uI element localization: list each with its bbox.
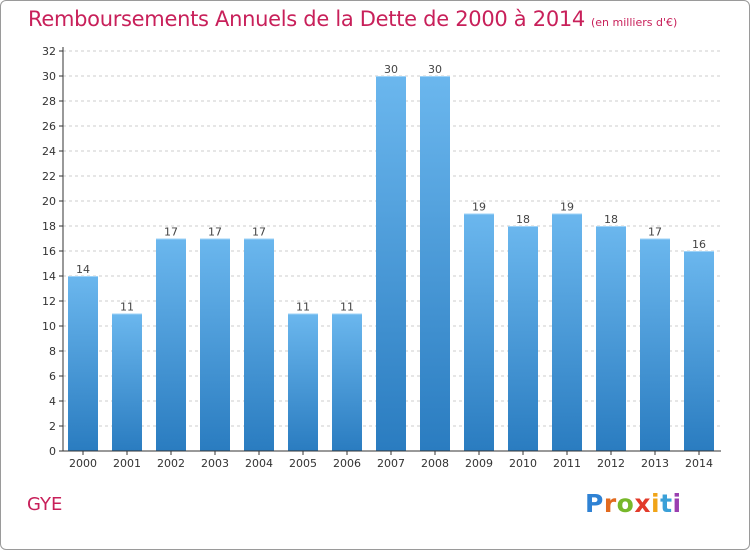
data-label-2012: 18 — [604, 213, 618, 226]
bar-2000 — [68, 276, 98, 451]
x-tick-label-2013: 2013 — [641, 457, 669, 470]
x-tick-label-2002: 2002 — [157, 457, 185, 470]
x-tick-label-2008: 2008 — [421, 457, 449, 470]
bar-2007 — [376, 76, 406, 451]
commune-name: GYE — [27, 494, 63, 515]
bar-2012 — [596, 226, 626, 451]
data-label-2013: 17 — [648, 226, 662, 239]
x-axis-ticks: 2000 2001 2002 2003 2004 2005 2006 2007 2008 2009… — [69, 451, 713, 470]
data-label-2001: 11 — [120, 301, 134, 314]
data-label-2002: 17 — [164, 226, 178, 239]
y-tick-label: 32 — [42, 45, 56, 58]
data-label-2003: 17 — [208, 226, 222, 239]
bar-2011 — [552, 213, 582, 451]
bars — [68, 76, 714, 451]
x-tick-label-2005: 2005 — [289, 457, 317, 470]
y-tick-label: 16 — [42, 245, 56, 258]
data-label-2010: 18 — [516, 213, 530, 226]
bar-2003 — [200, 238, 230, 451]
y-tick-label: 8 — [49, 345, 56, 358]
x-tick-label-2014: 2014 — [685, 457, 713, 470]
axes — [62, 47, 721, 452]
x-tick-label-2009: 2009 — [465, 457, 493, 470]
bar-2013 — [640, 238, 670, 451]
bar-2010 — [508, 226, 538, 451]
data-label-2011: 19 — [560, 201, 574, 214]
bar-2008 — [420, 76, 450, 451]
x-tick-label-2011: 2011 — [553, 457, 581, 470]
data-label-2014: 16 — [692, 238, 706, 251]
bar-2005 — [288, 313, 318, 451]
data-label-2005: 11 — [296, 301, 310, 314]
x-tick-label-2003: 2003 — [201, 457, 229, 470]
y-tick-label: 6 — [49, 370, 56, 383]
y-tick-label: 24 — [42, 145, 56, 158]
x-tick-label-2012: 2012 — [597, 457, 625, 470]
data-label-2008: 30 — [428, 63, 442, 76]
y-tick-label: 4 — [49, 395, 56, 408]
title-text: Remboursements Annuels de la Dette de 20… — [28, 7, 585, 31]
y-tick-label: 18 — [42, 220, 56, 233]
x-tick-label-2010: 2010 — [509, 457, 537, 470]
proxiti-logo: Proxiti — [585, 489, 682, 518]
y-tick-label: 14 — [42, 270, 56, 283]
y-tick-label: 22 — [42, 170, 56, 183]
data-label-2000: 14 — [76, 263, 90, 276]
bar-2004 — [244, 238, 274, 451]
y-tick-label: 2 — [49, 420, 56, 433]
bar-2009 — [464, 213, 494, 451]
y-tick-label: 20 — [42, 195, 56, 208]
x-tick-label-2007: 2007 — [377, 457, 405, 470]
data-label-2007: 30 — [384, 63, 398, 76]
bar-2001 — [112, 313, 142, 451]
data-label-2004: 17 — [252, 226, 266, 239]
y-tick-label: 28 — [42, 95, 56, 108]
x-tick-label-2006: 2006 — [333, 457, 361, 470]
bar-2002 — [156, 238, 186, 451]
y-tick-label: 12 — [42, 295, 56, 308]
x-tick-label-2001: 2001 — [113, 457, 141, 470]
y-tick-label: 0 — [49, 445, 56, 458]
x-tick-label-2004: 2004 — [245, 457, 273, 470]
bar-2014 — [684, 251, 714, 451]
chart-title: Remboursements Annuels de la Dette de 20… — [28, 7, 677, 31]
y-tick-label: 26 — [42, 120, 56, 133]
data-label-2006: 11 — [340, 301, 354, 314]
bar-2006 — [332, 313, 362, 451]
chart-subtitle: (en milliers d'€) — [591, 16, 678, 29]
x-tick-label-2000: 2000 — [69, 457, 97, 470]
y-tick-label: 10 — [42, 320, 56, 333]
data-labels: 14 11 17 17 17 11 11 30 30 19 18 19 18 17 16 — [76, 63, 706, 314]
y-tick-label: 30 — [42, 70, 56, 83]
data-label-2009: 19 — [472, 201, 486, 214]
